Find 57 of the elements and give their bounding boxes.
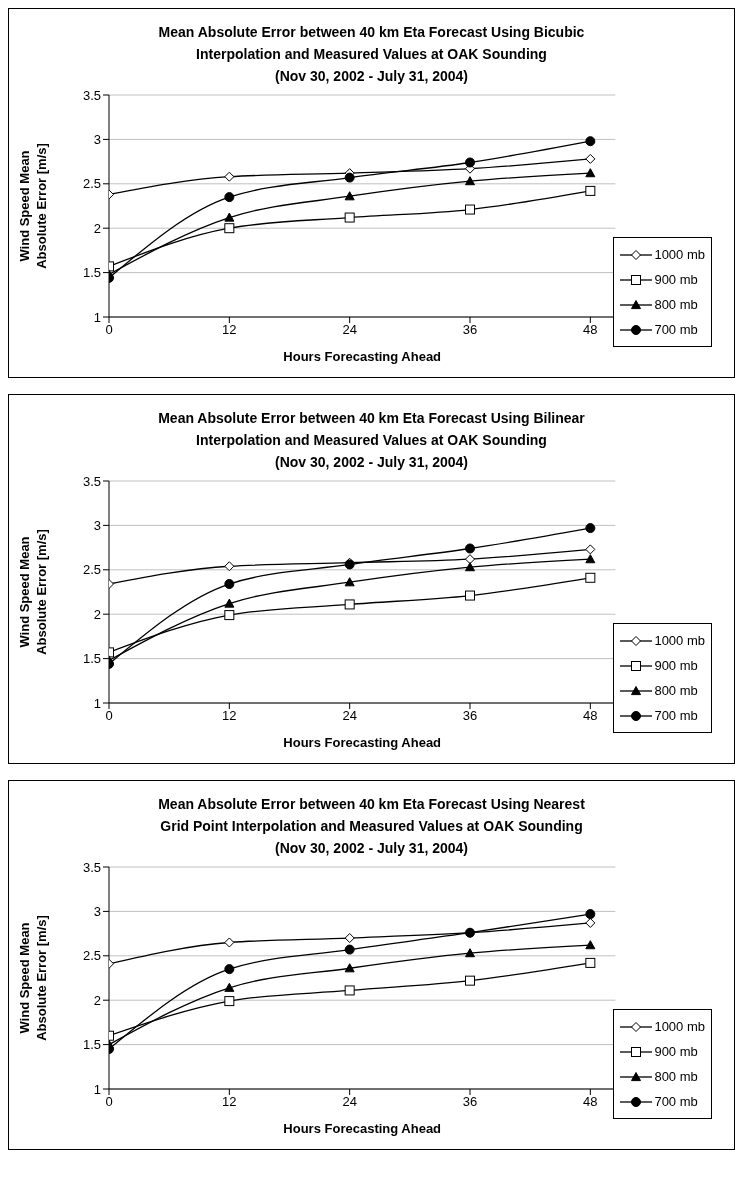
legend-label: 900 mb: [654, 658, 698, 673]
legend-label: 900 mb: [654, 272, 698, 287]
chart-subtitle: (Nov 30, 2002 - July 31, 2004): [274, 839, 469, 858]
x-tick-label: 48: [583, 708, 598, 724]
x-tick-label: 24: [342, 1094, 357, 1110]
x-tick-label: 0: [105, 1094, 113, 1110]
y-tick-label: 3.5: [82, 859, 101, 875]
x-tick-label: 24: [342, 708, 357, 724]
chart-title: Mean Absolute Error between 40 km Eta Forecast Using Nearest Grid Point Interpolation and Measured Values at OAK Sounding: [157, 795, 586, 836]
y-tick-label: 1.5: [82, 265, 101, 281]
y-tick-label: 2.5: [82, 176, 101, 192]
y-tick-label: 3: [93, 904, 101, 920]
legend-label: 1000 mb: [654, 633, 705, 648]
legend-label: 800 mb: [654, 1069, 698, 1084]
y-tick-label: 3.5: [82, 473, 101, 489]
x-tick-label: 36: [462, 1094, 478, 1110]
x-tick-label: 12: [222, 322, 237, 338]
y-tick-label: 3: [93, 132, 101, 148]
y-tick-label: 1: [93, 309, 101, 325]
y-tick-label: 1.5: [82, 1037, 101, 1053]
y-tick-label: 3: [93, 518, 101, 534]
legend-label: 700 mb: [654, 708, 698, 723]
legend-label: 700 mb: [654, 1094, 698, 1109]
y-tick-label: 2: [93, 992, 101, 1008]
y-axis-title: Wind Speed Mean Absolute Error [m/s]: [17, 143, 49, 269]
x-axis-title: Hours Forecasting Ahead: [283, 1121, 442, 1136]
x-axis-title: Hours Forecasting Ahead: [283, 349, 442, 364]
legend-label: 800 mb: [654, 297, 698, 312]
y-tick-label: 3.5: [82, 87, 101, 103]
chart-title: Mean Absolute Error between 40 km Eta Forecast Using Bicubic Interpolation and Measured Values at OAK Sounding: [157, 23, 586, 64]
x-tick-label: 0: [105, 322, 113, 338]
chart-subtitle: (Nov 30, 2002 - July 31, 2004): [274, 67, 469, 86]
y-axis-title: Wind Speed Mean Absolute Error [m/s]: [17, 915, 49, 1041]
y-tick-label: 2.5: [82, 562, 101, 578]
legend-label: 800 mb: [654, 683, 698, 698]
y-tick-label: 1: [93, 695, 101, 711]
y-tick-label: 2: [93, 220, 101, 236]
y-tick-label: 1.5: [82, 651, 101, 667]
chart-subtitle: (Nov 30, 2002 - July 31, 2004): [274, 453, 469, 472]
legend-label: 900 mb: [654, 1044, 698, 1059]
legend-label: 1000 mb: [654, 1019, 705, 1034]
y-tick-label: 2.5: [82, 948, 101, 964]
y-axis-title: Wind Speed Mean Absolute Error [m/s]: [17, 529, 49, 655]
x-axis-title: Hours Forecasting Ahead: [283, 735, 442, 750]
y-tick-label: 2: [93, 606, 101, 622]
x-tick-label: 48: [583, 1094, 598, 1110]
legend-label: 700 mb: [654, 322, 698, 337]
chart-title: Mean Absolute Error between 40 km Eta Forecast Using Bilinear Interpolation and Measured Values at OAK Sounding: [157, 409, 586, 450]
legend-label: 1000 mb: [654, 247, 705, 262]
x-tick-label: 48: [583, 322, 598, 338]
x-tick-label: 12: [222, 1094, 237, 1110]
y-tick-label: 1: [93, 1081, 101, 1097]
x-tick-label: 36: [462, 708, 478, 724]
x-tick-label: 24: [342, 322, 357, 338]
x-tick-label: 12: [222, 708, 237, 724]
x-tick-label: 36: [462, 322, 478, 338]
x-tick-label: 0: [105, 708, 113, 724]
